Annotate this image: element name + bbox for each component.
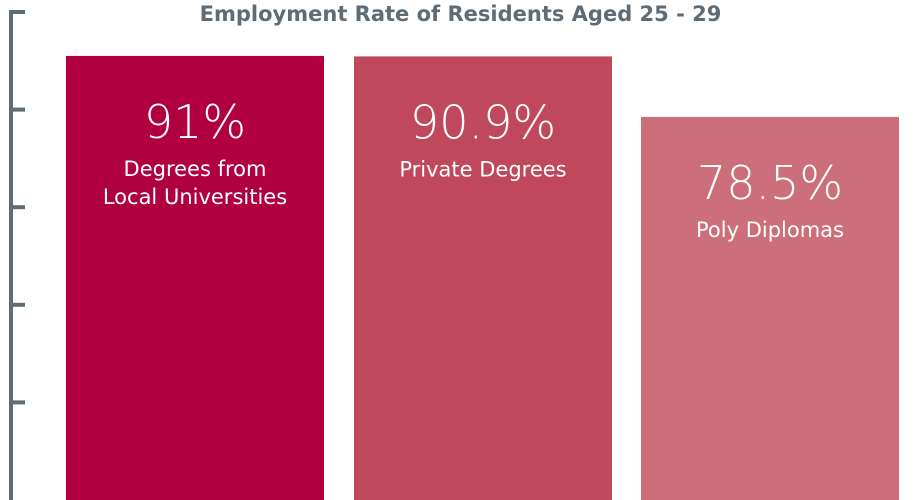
- y-axis: [9, 10, 25, 500]
- y-axis-tick: [9, 107, 25, 112]
- bar-category-label: Private Degrees: [399, 157, 566, 181]
- y-axis-tick: [9, 10, 25, 14]
- bars: 91% Degrees from Local Universities 90.9% Pr…: [66, 55, 899, 500]
- bar-value-label: 78.5%: [697, 156, 843, 210]
- bar-value-label: 91%: [144, 95, 246, 149]
- y-axis-line: [9, 12, 13, 500]
- bar: [354, 56, 612, 500]
- y-axis-tick: [9, 400, 25, 405]
- bar-category-label: Local Universities: [103, 185, 287, 209]
- bar-value-label: 90.9%: [410, 95, 556, 149]
- chart-title: Employment Rate of Residents Aged 25 - 2…: [199, 2, 722, 26]
- bar-category-label: Degrees from: [124, 157, 267, 181]
- y-axis-tick: [9, 205, 25, 210]
- bar: [66, 55, 324, 500]
- bar: [641, 116, 899, 500]
- y-axis-tick: [9, 302, 25, 307]
- bar-category-label: Poly Diplomas: [696, 218, 844, 242]
